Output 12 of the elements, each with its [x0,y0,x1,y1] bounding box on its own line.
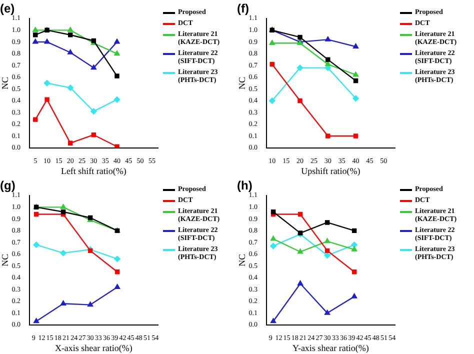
chart-title: (e) [0,2,15,16]
chart-title: (g) [0,178,16,193]
x-axis-title: Upshift ratio(%) [301,166,360,176]
y-axis-title: NC [236,254,247,266]
chart-title: (h) [237,178,252,193]
y-axis-title: NC [0,254,10,266]
x-axis-title: Left shift ratio(%) [60,166,126,176]
x-axis-title: X-axis shear ratio(%) [54,342,132,353]
chart-title: (f) [237,2,249,16]
x-axis-title: Y-axis shear ratio(%) [292,342,369,353]
y-axis-title: NC [236,76,247,90]
y-axis-title: NC [0,76,10,90]
